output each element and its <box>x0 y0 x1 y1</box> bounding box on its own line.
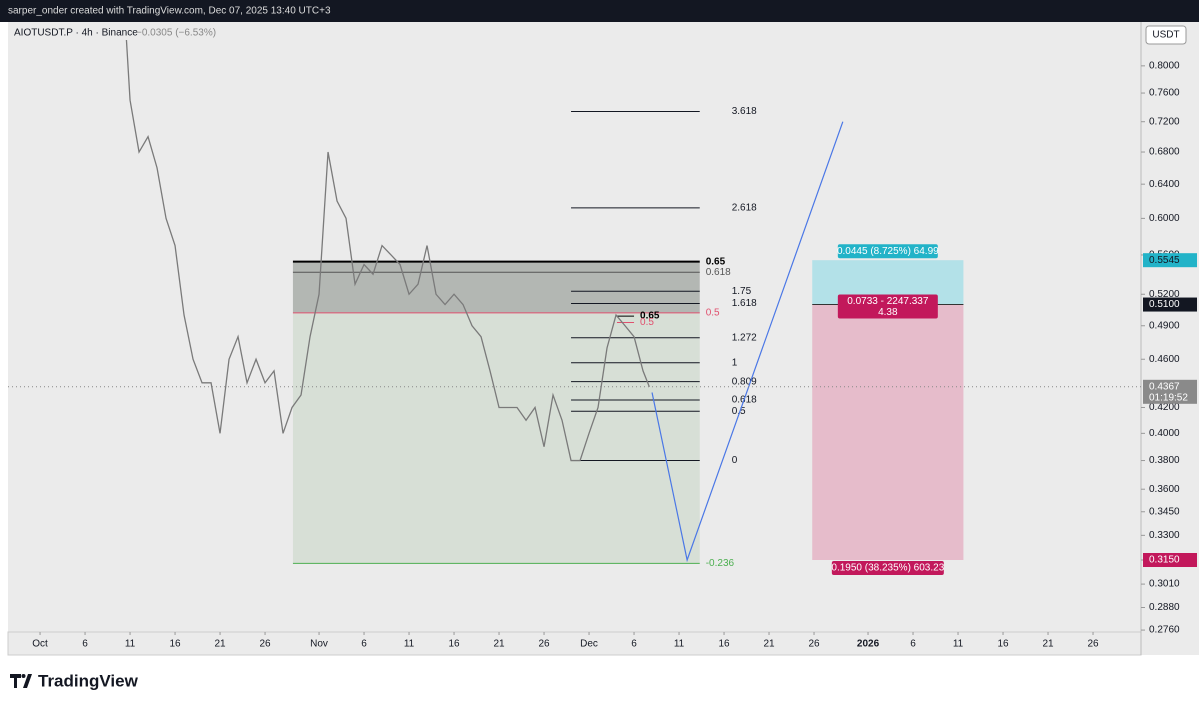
x-tick-label: Nov <box>310 639 328 650</box>
change: −0.0305 (−6.53%) <box>136 28 216 39</box>
credit: sarper_onder created with TradingView.co… <box>8 6 331 17</box>
axis-price-box <box>1143 297 1197 312</box>
fib-zone <box>292 312 700 564</box>
y-tick-label: 0.3450 <box>1149 506 1180 517</box>
x-tick-label: 6 <box>82 639 88 650</box>
y-tick-label: 0.2880 <box>1149 602 1180 613</box>
fib-label: 0.65 <box>640 311 660 322</box>
symbol: AIOTUSDT.P · 4h · Binance <box>14 28 138 39</box>
position-label: 0.0445 (8.725%) 64.99 <box>837 246 939 257</box>
x-tick-label: 21 <box>1042 639 1054 650</box>
brand: TradingView <box>38 671 139 690</box>
position-label: 4.38 <box>878 307 898 318</box>
price-line <box>125 39 650 462</box>
x-tick-label: 21 <box>493 639 505 650</box>
axis-price-box <box>1143 553 1197 568</box>
y-tick-label: 0.3800 <box>1149 455 1180 466</box>
x-tick-label: 26 <box>1087 639 1099 650</box>
position-label: 0.1950 (38.235%) 603.23 <box>831 563 944 574</box>
x-tick-label: 6 <box>361 639 367 650</box>
projection-line <box>651 121 844 563</box>
current-price-label: 0.4367 <box>1149 381 1180 392</box>
y-tick-label: 0.6000 <box>1149 213 1180 224</box>
currency-box[interactable] <box>1145 25 1187 45</box>
x-tick-label: 21 <box>214 639 226 650</box>
x-tick-label: Dec <box>580 639 598 650</box>
header-bar <box>0 0 1199 22</box>
x-tick-label: 6 <box>910 639 916 650</box>
logo <box>10 674 32 688</box>
fib-label: 1.618 <box>732 298 757 309</box>
position-label: 0.0733 - 2247.337 <box>847 296 929 307</box>
axis-price-label: 0.3150 <box>1149 555 1180 566</box>
x-tick-label: 11 <box>953 639 964 650</box>
x-tick-label: 16 <box>997 639 1009 650</box>
y-tick-label: 0.7200 <box>1149 116 1180 127</box>
current-price-box <box>1143 379 1197 404</box>
y-tick-label: 0.3300 <box>1149 530 1180 541</box>
fib-zone <box>292 261 700 313</box>
fib-label: 0.5 <box>706 308 720 319</box>
x-tick-label: 2026 <box>857 639 880 650</box>
x-tick-label: 26 <box>259 639 271 650</box>
position-label-box <box>831 561 944 576</box>
y-tick-label: 0.6400 <box>1149 179 1180 190</box>
fib-label: 0.5 <box>732 406 746 417</box>
y-tick-label: 0.7600 <box>1149 88 1180 99</box>
x-tick-label: 26 <box>538 639 550 650</box>
y-tick-label: 0.2760 <box>1149 625 1180 636</box>
fib-label: 1.272 <box>732 332 757 343</box>
x-tick-label: 11 <box>404 639 415 650</box>
x-tick-label: 16 <box>169 639 181 650</box>
position-label-box <box>837 244 938 259</box>
fib-label: -0.236 <box>706 558 735 569</box>
y-tick-label: 0.4900 <box>1149 320 1180 331</box>
fib-label: 0.809 <box>732 376 757 387</box>
x-tick-label: 11 <box>674 639 685 650</box>
x-tick-label: 16 <box>448 639 460 650</box>
stop-zone <box>812 304 964 561</box>
y-tick-label: 0.5200 <box>1149 289 1180 300</box>
fib-label: 0.618 <box>706 267 731 278</box>
y-tick-label: 0.4200 <box>1149 402 1180 413</box>
axis-price-label: 0.5545 <box>1149 255 1180 266</box>
price-axis <box>1141 22 1199 655</box>
y-tick-label: 0.8000 <box>1149 61 1180 72</box>
x-tick-label: Oct <box>32 639 48 650</box>
y-tick-label: 0.3010 <box>1149 579 1180 590</box>
position-label-box <box>837 294 938 319</box>
fib-label: 2.618 <box>732 203 757 214</box>
y-tick-label: 0.3600 <box>1149 484 1180 495</box>
fib-label: 0.5 <box>640 317 654 328</box>
x-tick-label: 26 <box>808 639 820 650</box>
x-tick-label: 11 <box>125 639 136 650</box>
y-tick-label: 0.6800 <box>1149 147 1180 158</box>
x-tick-label: 16 <box>718 639 730 650</box>
x-tick-label: 6 <box>631 639 637 650</box>
countdown: 01:19:52 <box>1149 392 1188 403</box>
y-tick-label: 0.4000 <box>1149 428 1180 439</box>
currency[interactable]: USDT <box>1152 30 1179 41</box>
x-tick-label: 21 <box>763 639 775 650</box>
fib-label: 1 <box>732 357 738 368</box>
fib-label: 0 <box>732 455 738 466</box>
axis-price-box <box>1143 253 1197 268</box>
axis-price-label: 0.5100 <box>1149 299 1180 310</box>
fib-label: 3.618 <box>732 106 757 117</box>
fib-label: 1.75 <box>732 286 752 297</box>
y-tick-label: 0.4600 <box>1149 354 1180 365</box>
fib-label: 0.65 <box>706 256 726 267</box>
